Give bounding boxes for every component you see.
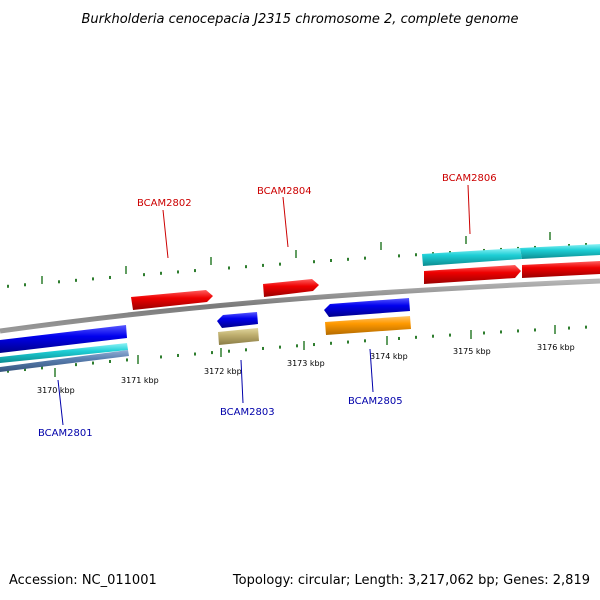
- minor-tick: [500, 330, 502, 334]
- minor-tick: [177, 353, 179, 357]
- gene-label-bcam2806[interactable]: BCAM2806: [442, 173, 497, 184]
- gene-leaders: [57, 184, 471, 426]
- minor-tick: [347, 340, 349, 344]
- minor-tick: [109, 359, 111, 363]
- minor-tick: [262, 263, 264, 267]
- minor-tick: [517, 329, 519, 333]
- feature-bcam2806-cyan-right: [520, 244, 600, 259]
- feature-bcam2805-blue: [324, 298, 410, 317]
- feature-bcam2803-khaki: [218, 328, 259, 345]
- tick-label: 3171 kbp: [121, 376, 159, 385]
- minor-tick: [568, 326, 570, 330]
- feature-bcam2805-orange: [325, 316, 411, 335]
- leader-bcam2802: [162, 209, 169, 259]
- feature-bcam2801-cyan: [0, 343, 128, 363]
- tick-label: 3172 kbp: [204, 367, 242, 376]
- leader-bcam2803: [240, 359, 244, 404]
- leader-bcam2805: [369, 348, 374, 393]
- feature-bcam2806-red: [424, 265, 521, 284]
- minor-tick: [432, 334, 434, 338]
- minor-tick: [245, 265, 247, 269]
- feature-bcam2803-blue: [217, 312, 258, 328]
- minor-tick: [109, 275, 111, 279]
- minor-tick: [415, 253, 417, 257]
- minor-tick: [585, 325, 587, 329]
- minor-tick: [75, 278, 77, 282]
- tick-label: 3174 kbp: [370, 352, 408, 361]
- outer-major-ticks: [41, 232, 551, 284]
- tick-label: 3170 kbp: [37, 386, 75, 395]
- genome-summary-text: Topology: circular; Length: 3,217,062 bp…: [232, 573, 590, 588]
- feature-bcam2806-cyan: [422, 248, 522, 266]
- minor-tick: [330, 258, 332, 262]
- minor-tick: [160, 355, 162, 359]
- accession-text: Accession: NC_011001: [9, 573, 157, 588]
- minor-tick: [92, 361, 94, 365]
- minor-tick: [449, 333, 451, 337]
- gene-label-bcam2803[interactable]: BCAM2803: [220, 407, 275, 418]
- minor-tick: [245, 348, 247, 352]
- minor-tick: [364, 339, 366, 343]
- minor-tick: [262, 346, 264, 350]
- feature-track: [0, 244, 600, 372]
- minor-tick: [228, 349, 230, 353]
- inner-minor-ticks: [7, 325, 587, 373]
- tick-label: 3176 kbp: [537, 343, 575, 352]
- minor-tick: [24, 283, 26, 287]
- minor-tick: [194, 269, 196, 273]
- leader-bcam2804: [282, 196, 289, 248]
- minor-tick: [194, 352, 196, 356]
- minor-tick: [330, 341, 332, 345]
- feature-bcam2802: [131, 290, 213, 310]
- gene-labels: BCAM2802 BCAM2804 BCAM2806 BCAM2801 BCAM…: [38, 173, 497, 439]
- minor-tick: [398, 254, 400, 258]
- tick-label: 3175 kbp: [453, 347, 491, 356]
- leader-bcam2801: [57, 379, 64, 426]
- minor-tick: [211, 351, 213, 355]
- chromosome-backbone: [0, 278, 600, 334]
- minor-tick: [92, 277, 94, 281]
- minor-tick: [41, 366, 43, 370]
- feature-bcam2801-steel: [0, 350, 129, 372]
- minor-tick: [364, 256, 366, 260]
- minor-tick: [313, 343, 315, 347]
- minor-tick: [24, 368, 26, 372]
- feature-bcam2801-blue: [0, 325, 127, 353]
- minor-tick: [398, 336, 400, 340]
- gene-label-bcam2802[interactable]: BCAM2802: [137, 198, 192, 209]
- minor-tick: [568, 244, 570, 248]
- scale-ticks: 3170 kbp 3171 kbp 3172 kbp 3173 kbp 3174…: [37, 325, 575, 395]
- tick-label: 3173 kbp: [287, 359, 325, 368]
- minor-tick: [534, 328, 536, 332]
- minor-tick: [415, 335, 417, 339]
- feature-bcam2804: [263, 279, 319, 297]
- minor-tick: [279, 262, 281, 266]
- minor-tick: [347, 257, 349, 261]
- minor-tick: [160, 271, 162, 275]
- gene-label-bcam2804[interactable]: BCAM2804: [257, 186, 312, 197]
- minor-tick: [75, 363, 77, 367]
- gene-label-bcam2801[interactable]: BCAM2801: [38, 428, 93, 439]
- feature-bcam2806-red-right: [522, 261, 600, 278]
- minor-tick: [483, 331, 485, 335]
- minor-tick: [279, 345, 281, 349]
- minor-tick: [585, 243, 587, 247]
- minor-tick: [296, 344, 298, 348]
- minor-tick: [7, 369, 9, 373]
- leader-bcam2806: [467, 184, 471, 235]
- minor-tick: [126, 358, 128, 362]
- minor-tick: [228, 266, 230, 270]
- minor-tick: [58, 280, 60, 284]
- minor-tick: [313, 260, 315, 264]
- gene-label-bcam2805[interactable]: BCAM2805: [348, 396, 403, 407]
- minor-tick: [7, 284, 9, 288]
- minor-tick: [143, 273, 145, 277]
- map-title: Burkholderia cenocepacia J2315 chromosom…: [81, 12, 518, 27]
- minor-tick: [177, 270, 179, 274]
